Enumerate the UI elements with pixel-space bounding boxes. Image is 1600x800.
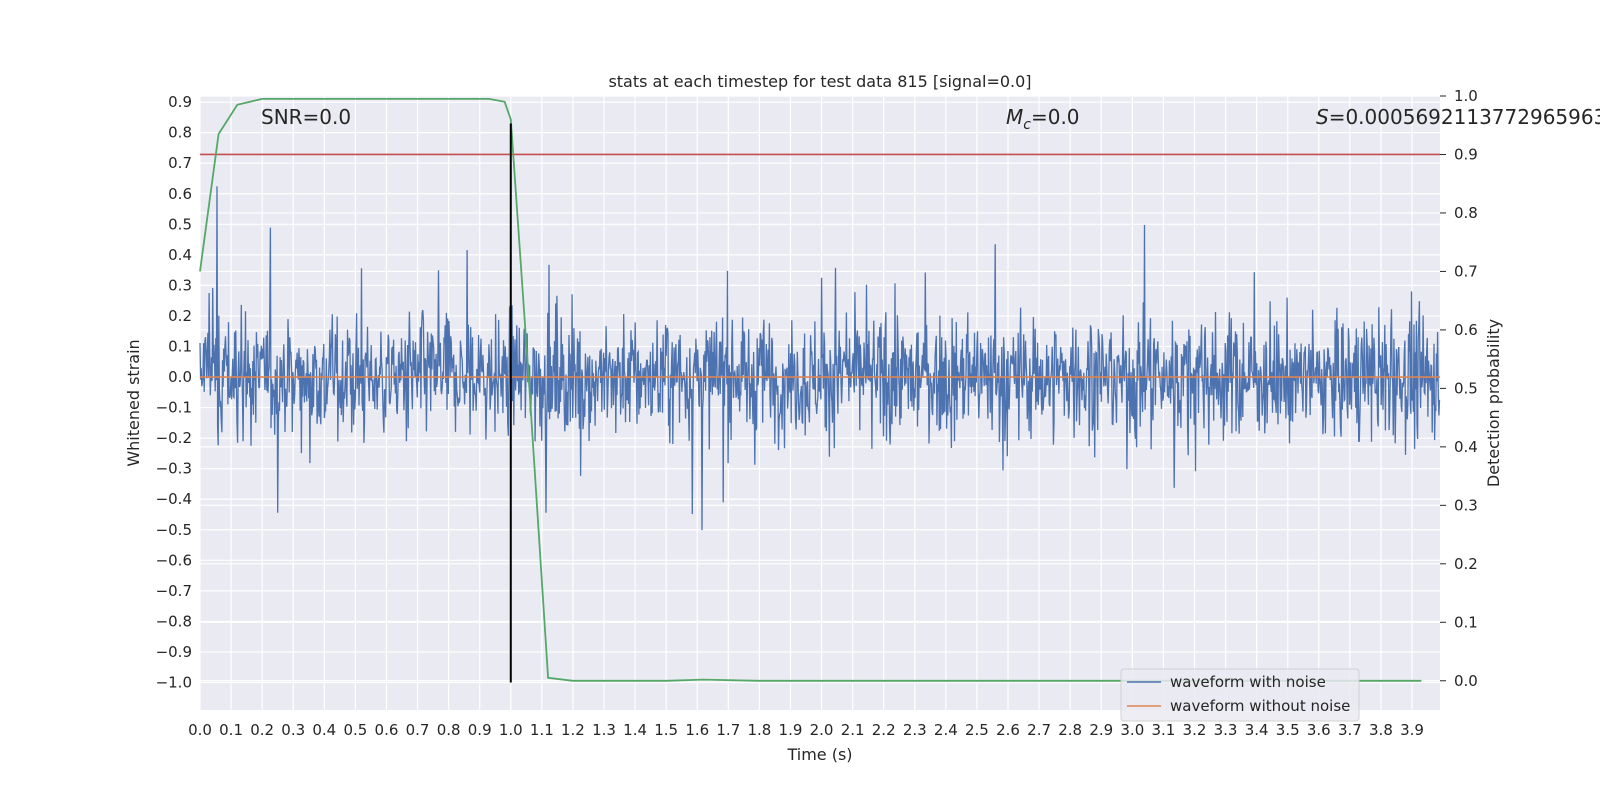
y2-tick-label: 0.7 — [1454, 262, 1478, 280]
x-tick-label: 3.2 — [1183, 721, 1207, 739]
x-tick-label: 0.4 — [312, 721, 336, 739]
x-tick-label: 0.2 — [250, 721, 274, 739]
chart-title: stats at each timestep for test data 815… — [608, 72, 1031, 91]
y2-tick-label: 0.0 — [1454, 672, 1478, 690]
y-tick-label: 0.9 — [168, 93, 192, 111]
y-tick-label: −0.1 — [156, 399, 192, 417]
y-tick-label: −0.9 — [156, 643, 192, 661]
mc-subscript: c — [1023, 117, 1031, 133]
s-symbol: S — [1316, 105, 1329, 129]
y-tick-label: −0.5 — [156, 521, 192, 539]
x-tick-label: 2.0 — [810, 721, 834, 739]
x-tick-label: 3.4 — [1245, 721, 1269, 739]
x-tick-label: 2.5 — [965, 721, 989, 739]
x-tick-label: 2.1 — [841, 721, 865, 739]
legend: waveform with noise waveform without noi… — [1120, 668, 1360, 722]
x-tick-label: 1.6 — [685, 721, 709, 739]
x-tick-label: 1.0 — [499, 721, 523, 739]
x-tick-label: 1.9 — [779, 721, 803, 739]
y-tick-label: −0.2 — [156, 429, 192, 447]
x-tick-label: 3.3 — [1214, 721, 1238, 739]
detection-probability-line — [199, 98, 1422, 682]
x-tick-label: 2.4 — [934, 721, 958, 739]
x-tick-label: 2.7 — [1027, 721, 1051, 739]
y-tick-label: −0.4 — [156, 490, 192, 508]
y2-tick-label: 0.1 — [1454, 613, 1478, 631]
legend-label-noise: waveform with noise — [1170, 673, 1326, 691]
y-tick-label: −1.0 — [156, 674, 192, 692]
x-tick-label: 1.3 — [592, 721, 616, 739]
x-tick-label: 0.8 — [437, 721, 461, 739]
y-tick-label: 0.1 — [168, 337, 192, 355]
x-tick-label: 2.2 — [872, 721, 896, 739]
x-tick-label: 3.7 — [1338, 721, 1362, 739]
x-tick-label: 3.1 — [1151, 721, 1175, 739]
y-tick-label: 0.4 — [168, 246, 192, 264]
y2-tick-label: 0.5 — [1454, 379, 1478, 397]
x-tick-label: 1.5 — [654, 721, 678, 739]
x-tick-label: 0.7 — [406, 721, 430, 739]
x-tick-label: 0.6 — [375, 721, 399, 739]
x-tick-label: 2.6 — [996, 721, 1020, 739]
legend-label-clean: waveform without noise — [1170, 697, 1350, 715]
y-tick-label: 0.5 — [168, 215, 192, 233]
s-value: =0.0005692113772965963 — [1329, 105, 1600, 129]
x-tick-label: 2.3 — [903, 721, 927, 739]
legend-box — [1120, 668, 1360, 722]
x-axis-label: Time (s) — [786, 745, 852, 764]
y-axis-label: Whitened strain — [124, 339, 143, 466]
y-tick-labels: 0.9 0.8 0.7 0.6 0.5 0.4 0.3 0.2 0.1 0.0 −0.1 −0.2 −0… — [156, 93, 192, 691]
y2-tick-label: 0.3 — [1454, 496, 1478, 514]
x-tick-label: 0.5 — [343, 721, 367, 739]
x-tick-label: 1.7 — [716, 721, 740, 739]
y2-tick-label: 0.8 — [1454, 204, 1478, 222]
y2-axis-label: Detection probability — [1484, 319, 1503, 487]
y2-tick-label: 0.4 — [1454, 438, 1478, 456]
snr-annotation: SNR=0.0 — [261, 105, 351, 129]
y-tick-label: −0.7 — [156, 582, 192, 600]
y2-tick-labels: 1.0 0.9 0.8 0.7 0.6 0.5 0.4 0.3 0.2 0.1 0.0 — [1440, 87, 1478, 690]
x-tick-label: 1.2 — [561, 721, 585, 739]
s-annotation: S=0.0005692113772965963 — [1316, 105, 1600, 129]
grid-lines — [199, 95, 1440, 710]
x-tick-label: 3.5 — [1276, 721, 1300, 739]
y-tick-label: 0.8 — [168, 124, 192, 142]
x-tick-label: 3.6 — [1307, 721, 1331, 739]
x-tick-label: 3.8 — [1369, 721, 1393, 739]
x-tick-label: 0.1 — [219, 721, 243, 739]
y2-tick-label: 0.2 — [1454, 555, 1478, 573]
x-tick-label: 3.9 — [1400, 721, 1424, 739]
x-tick-labels: 0.0 0.1 0.2 0.3 0.4 0.5 0.6 0.7 0.8 0.9 1.0 1.1 1.2 1… — [188, 721, 1424, 739]
x-tick-label: 0.0 — [188, 721, 212, 739]
x-tick-label: 3.0 — [1120, 721, 1144, 739]
y2-tick-label: 1.0 — [1454, 87, 1478, 105]
x-tick-label: 0.3 — [281, 721, 305, 739]
y-tick-label: 0.6 — [168, 185, 192, 203]
x-tick-label: 1.1 — [530, 721, 554, 739]
y-tick-label: 0.0 — [168, 368, 192, 386]
x-tick-label: 1.4 — [623, 721, 647, 739]
y2-tick-label: 0.6 — [1454, 321, 1478, 339]
y-tick-label: −0.6 — [156, 551, 192, 569]
y-tick-label: 0.2 — [168, 307, 192, 325]
y-tick-label: 0.7 — [168, 154, 192, 172]
mc-value: =0.0 — [1031, 105, 1080, 129]
y-tick-label: 0.3 — [168, 276, 192, 294]
y2-tick-label: 0.9 — [1454, 145, 1478, 163]
y-tick-label: −0.3 — [156, 460, 192, 478]
x-tick-label: 1.8 — [747, 721, 771, 739]
x-tick-label: 2.8 — [1058, 721, 1082, 739]
x-tick-label: 0.9 — [468, 721, 492, 739]
y-tick-label: −0.8 — [156, 612, 192, 630]
mc-annotation: Mc=0.0 — [1006, 105, 1080, 133]
mc-symbol: M — [1006, 105, 1023, 129]
x-tick-label: 2.9 — [1089, 721, 1113, 739]
chart-lines — [199, 98, 1440, 683]
